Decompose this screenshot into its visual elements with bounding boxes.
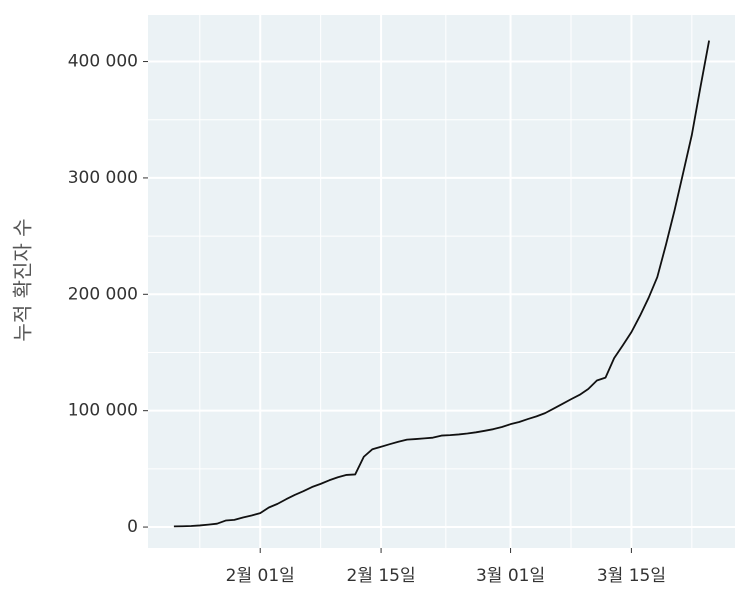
y-axis-label: 누적 확진자 수 <box>11 218 35 341</box>
data-line <box>173 40 710 528</box>
plot-background <box>148 15 735 548</box>
y-tick-label: 100 000 <box>68 401 138 421</box>
y-tick-label: 0 <box>127 517 138 537</box>
x-tick-label: 2월 15일 <box>347 566 416 586</box>
y-tick-label: 300 000 <box>68 168 138 188</box>
y-tick-label: 400 000 <box>68 52 138 72</box>
x-tick-label: 2월 01일 <box>226 566 295 586</box>
x-tick-label: 3월 15일 <box>597 566 666 586</box>
x-tick-label: 3월 01일 <box>476 566 545 586</box>
y-tick-label: 200 000 <box>68 284 138 304</box>
